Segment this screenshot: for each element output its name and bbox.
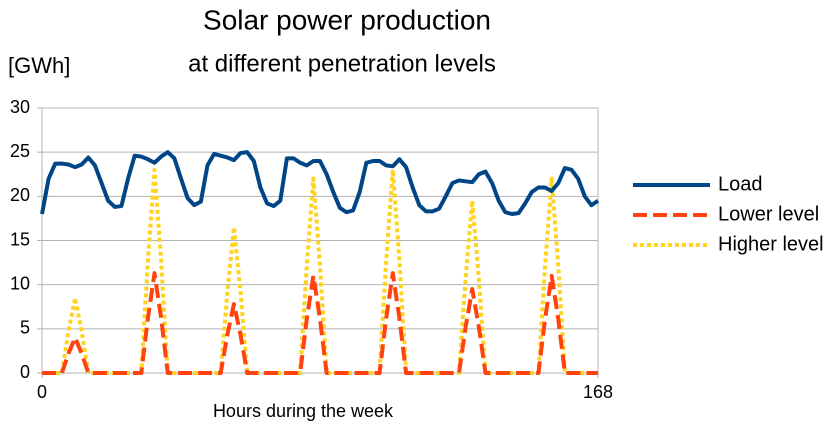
- chart-title: Solar power production: [203, 4, 491, 35]
- plot-border: [41, 107, 599, 374]
- legend-label: Lower level: [718, 203, 819, 225]
- y-tick-label: 20: [10, 185, 30, 205]
- x-tick-label: 168: [583, 382, 613, 402]
- y-tick-label: 5: [20, 318, 30, 338]
- series-line: [40, 150, 600, 216]
- x-tick-label: 0: [37, 382, 47, 402]
- series-line: [42, 167, 598, 375]
- y-tick-label: 15: [10, 229, 30, 249]
- series-line: [42, 271, 598, 375]
- y-tick-label: 30: [10, 97, 30, 117]
- legend-label: Higher level: [718, 233, 824, 255]
- chart-subtitle: at different penetration levels: [188, 50, 496, 77]
- x-axis-label: Hours during the week: [213, 401, 394, 421]
- legend-label: Load: [718, 173, 763, 195]
- y-tick-label: 10: [10, 273, 30, 293]
- y-tick-label: 0: [20, 362, 30, 382]
- y-axis-label: [GWh]: [8, 53, 70, 78]
- y-tick-label: 25: [10, 141, 30, 161]
